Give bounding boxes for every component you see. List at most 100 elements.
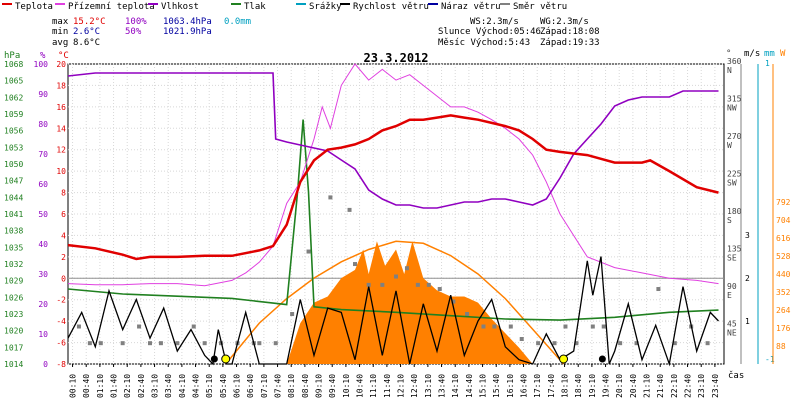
wind-dir-point [451,299,456,304]
pressure-tick: 1020 [4,327,23,336]
wind-tick: 2 [745,274,750,283]
pressure-tick: 1056 [4,127,23,136]
wind-dir-point [437,287,442,292]
x-tick-label: 12:10 [397,374,406,398]
temp-tick: -4 [56,317,66,326]
pressure-tick: 1059 [4,110,23,119]
wind-dir-point [120,341,125,346]
x-tick-label: 15:10 [479,374,488,398]
temp-tick: 12 [56,146,66,155]
ground-temp-line [67,63,719,287]
wind-dir-point [328,195,333,200]
solar-tick: 352 [776,288,791,297]
temp-tick: 14 [56,124,66,133]
x-tick-label: 10:40 [356,374,365,398]
axis-label-temp: °C [58,51,69,61]
x-tick-label: 00:10 [69,374,78,398]
wind-dir-point [394,274,398,279]
wind-dir-point [705,341,710,346]
axis-label-wind: m/s [744,49,760,59]
wind-dir-point [601,324,606,329]
moonrise-icon [210,355,218,363]
humidity-tick: 30 [38,270,48,279]
pressure-tick: 1014 [4,360,23,369]
x-tick-label: 20:40 [629,374,638,398]
x-tick-label: 13:10 [424,374,433,398]
x-tick-label: 09:40 [328,374,337,398]
x-tick-label: 23:10 [697,374,706,398]
dir-tick: 135 [727,245,742,254]
wind-dir-point [618,341,623,346]
legend-label: Přízemní teplota [68,2,155,12]
legend-label: Vlhkost [161,2,199,12]
moonset-icon [598,355,606,363]
x-tick-label: 16:10 [506,374,515,398]
x-tick-label: 17:40 [547,374,556,398]
x-tick-label: 14:10 [451,374,460,398]
legend-label: Rychlost větru [353,2,429,12]
humidity-tick: 0 [43,360,48,369]
wind-dir-point [563,324,568,329]
x-tick-label: 20:10 [615,374,624,398]
wind-dir-point [137,324,142,329]
stat-min-press: 1021.9hPa [163,27,212,37]
x-tick-label: 03:10 [151,374,160,398]
wind-dir-point [202,341,207,346]
stat-ws: WS:2.3m/s [470,17,519,27]
solar-area [286,241,533,364]
wind-dir-point [404,266,409,271]
humidity-tick: 100 [34,60,49,69]
x-tick-label: 08:40 [301,374,310,398]
wind-dir-point [426,282,431,287]
x-tick-label: 13:40 [438,374,447,398]
temp-tick: 18 [56,81,66,90]
temp-tick: 20 [56,60,66,69]
wind-dir-point [366,282,371,287]
x-tick-label: 10:10 [342,374,351,398]
x-tick-label: 00:40 [82,374,91,398]
wind-dir-point [380,282,385,287]
solar-tick: 528 [776,252,791,261]
temp-tick: 16 [56,103,66,112]
axis-label-humidity: % [40,51,46,61]
dir-tick: 225 [727,170,742,179]
x-tick-label: 01:40 [110,374,119,398]
x-tick-label: 07:10 [260,374,269,398]
temp-tick: 2 [61,253,66,262]
x-tick-label: 23:40 [711,374,720,398]
solar-tick: 88 [776,342,786,351]
pressure-tick: 1062 [4,93,23,102]
stat-label: min [52,27,68,37]
wind-tick: 1 [745,317,750,326]
wind-dir-point [574,341,579,346]
x-axis-label: čas [728,370,744,381]
solar-tick: 176 [776,324,791,333]
dir-tick-compass: E [727,291,732,300]
humidity-tick: 80 [38,120,48,129]
dir-tick: 360 [727,57,742,66]
dir-tick-compass: W [727,141,732,150]
pressure-tick: 1068 [4,60,23,69]
x-tick-label: 18:10 [561,374,570,398]
humidity-tick: 40 [38,240,48,249]
wind-dir-point [191,324,196,329]
x-tick-label: 22:40 [684,374,693,398]
stat-max-press: 1063.4hPa [163,17,212,27]
dir-tick: 315 [727,95,742,104]
x-tick-label: 06:10 [233,374,242,398]
x-tick-label: 08:10 [287,374,296,398]
wind-dir-point [508,324,513,329]
x-tick-label: 18:40 [574,374,583,398]
stat-max-rain: 0.0mm [224,17,251,27]
sunrise-icon [221,354,231,364]
solar-tick: 264 [776,306,791,315]
temp-tick: 10 [56,167,66,176]
stat-sun-set: Západ:18:08 [540,27,600,37]
humidity-tick: 70 [38,150,48,159]
temp-tick: 6 [61,210,66,219]
x-tick-label: 21:40 [656,374,665,398]
dir-tick-compass: NE [727,329,737,338]
rain-tick: 1 [765,59,770,68]
axis-label-solar: W [780,49,786,59]
